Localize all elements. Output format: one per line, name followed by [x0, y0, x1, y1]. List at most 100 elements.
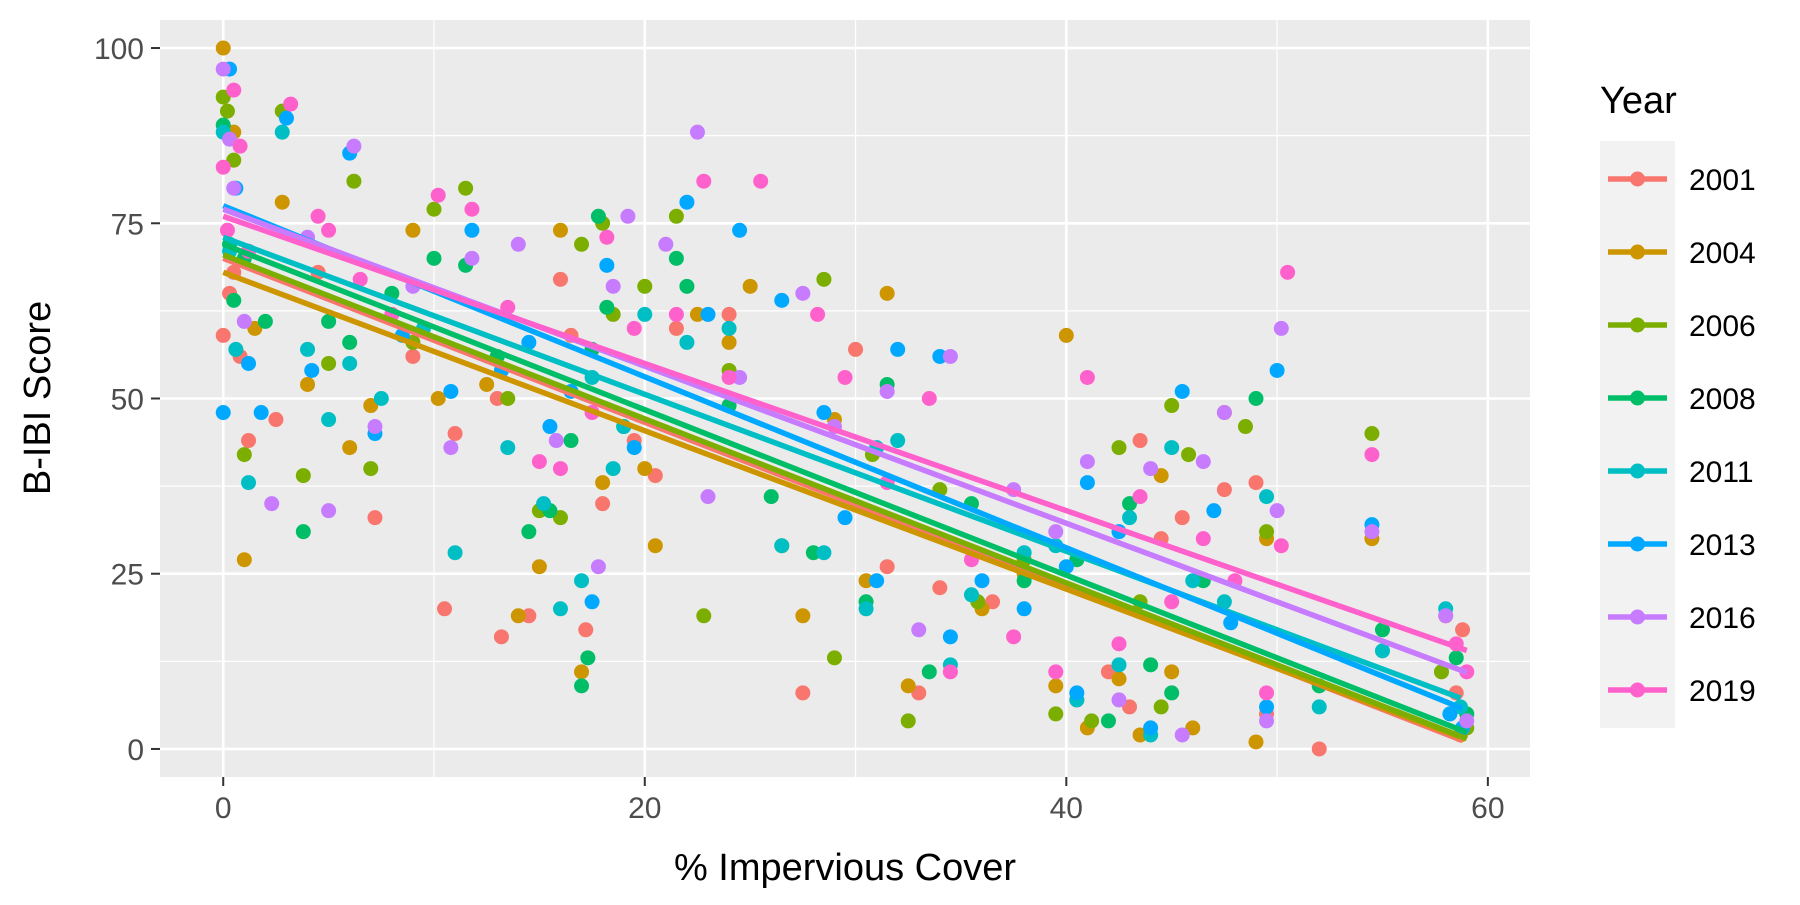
data-point-2016 [1143, 461, 1159, 477]
data-point-2001 [1122, 699, 1138, 715]
data-point-2004 [236, 552, 252, 568]
legend-label-2013: 2013 [1689, 529, 1756, 562]
data-point-2016 [1259, 713, 1275, 729]
x-axis: 0 20 40 60 [215, 777, 1505, 825]
legend-key-point-2008 [1630, 390, 1645, 406]
legend-key-point-2019 [1630, 682, 1645, 698]
data-point-2008 [226, 292, 242, 308]
legend-key-point-2006 [1630, 317, 1645, 333]
data-point-2013 [1442, 706, 1458, 722]
legend-label-2001: 2001 [1689, 164, 1756, 197]
data-point-2001 [595, 496, 611, 512]
data-point-2001 [668, 320, 684, 336]
data-point-2013 [1259, 699, 1275, 715]
data-point-2011 [300, 341, 316, 357]
fit-line-2019 [222, 213, 1468, 654]
data-point-2008 [805, 545, 821, 561]
data-point-2001 [578, 622, 594, 638]
data-point-2006 [696, 608, 712, 624]
data-point-2013 [241, 355, 257, 371]
data-point-2004 [363, 398, 379, 414]
data-point-2008 [580, 650, 596, 666]
data-point-2008 [599, 299, 615, 315]
data-point-2006 [816, 271, 832, 287]
data-point-2001 [521, 608, 537, 624]
data-point-2004 [479, 376, 495, 392]
fit-line-2006 [222, 252, 1468, 742]
data-point-2011 [1111, 657, 1127, 673]
data-point-2006 [900, 713, 916, 729]
data-point-2004 [430, 391, 446, 406]
data-point-2008 [679, 278, 695, 294]
data-point-2006 [1048, 706, 1064, 722]
data-point-2006 [458, 180, 474, 196]
data-point-2006 [1433, 664, 1449, 680]
data-point-2013 [1223, 615, 1239, 631]
data-point-2019 [1079, 369, 1095, 385]
data-point-2006 [1364, 426, 1380, 442]
data-point-2016 [1273, 320, 1289, 336]
data-point-2001 [447, 426, 463, 442]
legend-label-2019: 2019 [1689, 675, 1756, 708]
data-point-2016 [346, 138, 362, 154]
data-point-2001 [405, 348, 421, 364]
data-point-2013 [304, 362, 320, 378]
data-point-2016 [658, 236, 674, 252]
data-point-2008 [1164, 685, 1180, 701]
x-tick-label: 60 [1471, 792, 1504, 825]
fit-line-2008 [222, 241, 1468, 735]
data-point-2004 [552, 222, 568, 238]
data-point-2006 [500, 391, 516, 406]
data-point-2016 [264, 496, 280, 512]
data-point-2006 [321, 355, 337, 371]
data-point-2006 [1164, 398, 1180, 414]
data-point-2016 [590, 559, 606, 575]
data-point-2016 [605, 278, 621, 294]
x-tick-label: 40 [1050, 792, 1083, 825]
data-point-2004 [300, 376, 316, 392]
data-point-2019 [721, 369, 737, 385]
data-point-2008 [1248, 391, 1264, 406]
data-point-2004 [1058, 327, 1074, 343]
data-point-2019 [1164, 594, 1180, 610]
data-point-2013 [1143, 720, 1159, 736]
data-point-2004 [689, 306, 705, 322]
data-point-2006 [215, 89, 231, 105]
data-point-2011 [637, 306, 653, 322]
data-point-2004 [742, 278, 758, 294]
data-point-2019 [430, 187, 446, 203]
data-point-2016 [1364, 524, 1380, 540]
data-point-2016 [620, 208, 636, 224]
y-tick-label: 75 [111, 208, 144, 241]
data-point-2011 [679, 334, 695, 350]
legend: Year 2001 2004 2006 2008 2011 2013 2016 2019 [1600, 80, 1756, 728]
data-point-2011 [1311, 699, 1327, 715]
data-point-2004 [574, 664, 590, 680]
y-tick-label: 50 [111, 384, 144, 417]
data-point-2001 [1174, 510, 1190, 526]
x-axis-title: % Impervious Cover [674, 847, 1016, 889]
data-point-2006 [552, 510, 568, 526]
data-point-2019 [696, 173, 712, 189]
data-point-2019 [215, 159, 231, 175]
data-point-2016 [911, 622, 927, 638]
data-point-2001 [721, 306, 737, 322]
data-point-2019 [1364, 447, 1380, 463]
data-point-2006 [637, 278, 653, 294]
data-point-2013 [869, 573, 885, 589]
data-point-2013 [1069, 685, 1085, 701]
data-point-2008 [426, 250, 442, 266]
data-point-2001 [493, 629, 509, 645]
data-point-2006 [1259, 524, 1275, 540]
data-point-2001 [879, 559, 895, 575]
data-point-2019 [1195, 531, 1211, 547]
x-tick-label: 0 [215, 792, 232, 825]
data-point-2008 [342, 334, 358, 350]
points-layer [215, 40, 1475, 757]
data-point-2011 [1374, 643, 1390, 659]
y-tick-label: 25 [111, 559, 144, 592]
data-point-2008 [257, 313, 273, 329]
data-point-2001 [795, 685, 811, 701]
data-point-2016 [222, 131, 238, 147]
